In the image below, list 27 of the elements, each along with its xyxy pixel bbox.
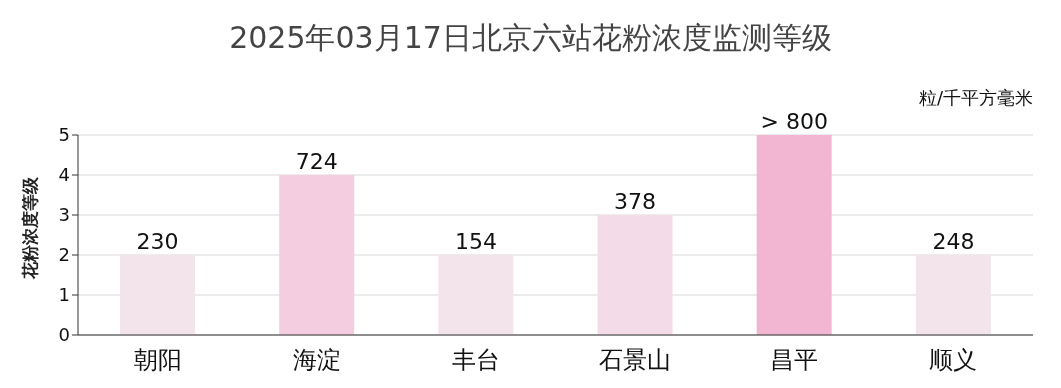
annotation: 248 xyxy=(932,229,975,254)
bar xyxy=(438,255,514,335)
x-tick-label: 朝阳 xyxy=(133,346,182,375)
y-axis-title: 花粉浓度等级 xyxy=(18,177,41,279)
x-tick-label: 昌平 xyxy=(770,346,819,375)
annotation: 230 xyxy=(136,229,179,254)
annotation: 378 xyxy=(614,189,657,214)
text: 粒/千平方毫米 xyxy=(918,86,1033,110)
y-tick-label: 0 xyxy=(58,324,70,346)
annotation: > 800 xyxy=(760,109,828,134)
bar xyxy=(120,255,195,335)
x-tick-label: 顺义 xyxy=(929,346,978,375)
bar xyxy=(915,255,991,335)
x-tick-label: 海淀 xyxy=(292,346,341,375)
x-tick-label: 石景山 xyxy=(599,346,672,375)
x-tick-label: 丰台 xyxy=(451,346,500,375)
y-tick-label: 1 xyxy=(58,284,70,306)
y-tick-label: 3 xyxy=(58,204,70,226)
y-tick-label: 5 xyxy=(58,124,70,146)
bar xyxy=(756,135,832,335)
y-tick-label: 2 xyxy=(58,244,70,266)
bar xyxy=(597,215,673,335)
bar xyxy=(279,175,355,335)
annotation: 724 xyxy=(295,149,338,174)
chart-title: 2025年03月17日北京六站花粉浓度监测等级 xyxy=(228,19,833,57)
annotation: 154 xyxy=(454,229,497,254)
y-tick-label: 4 xyxy=(58,164,70,186)
